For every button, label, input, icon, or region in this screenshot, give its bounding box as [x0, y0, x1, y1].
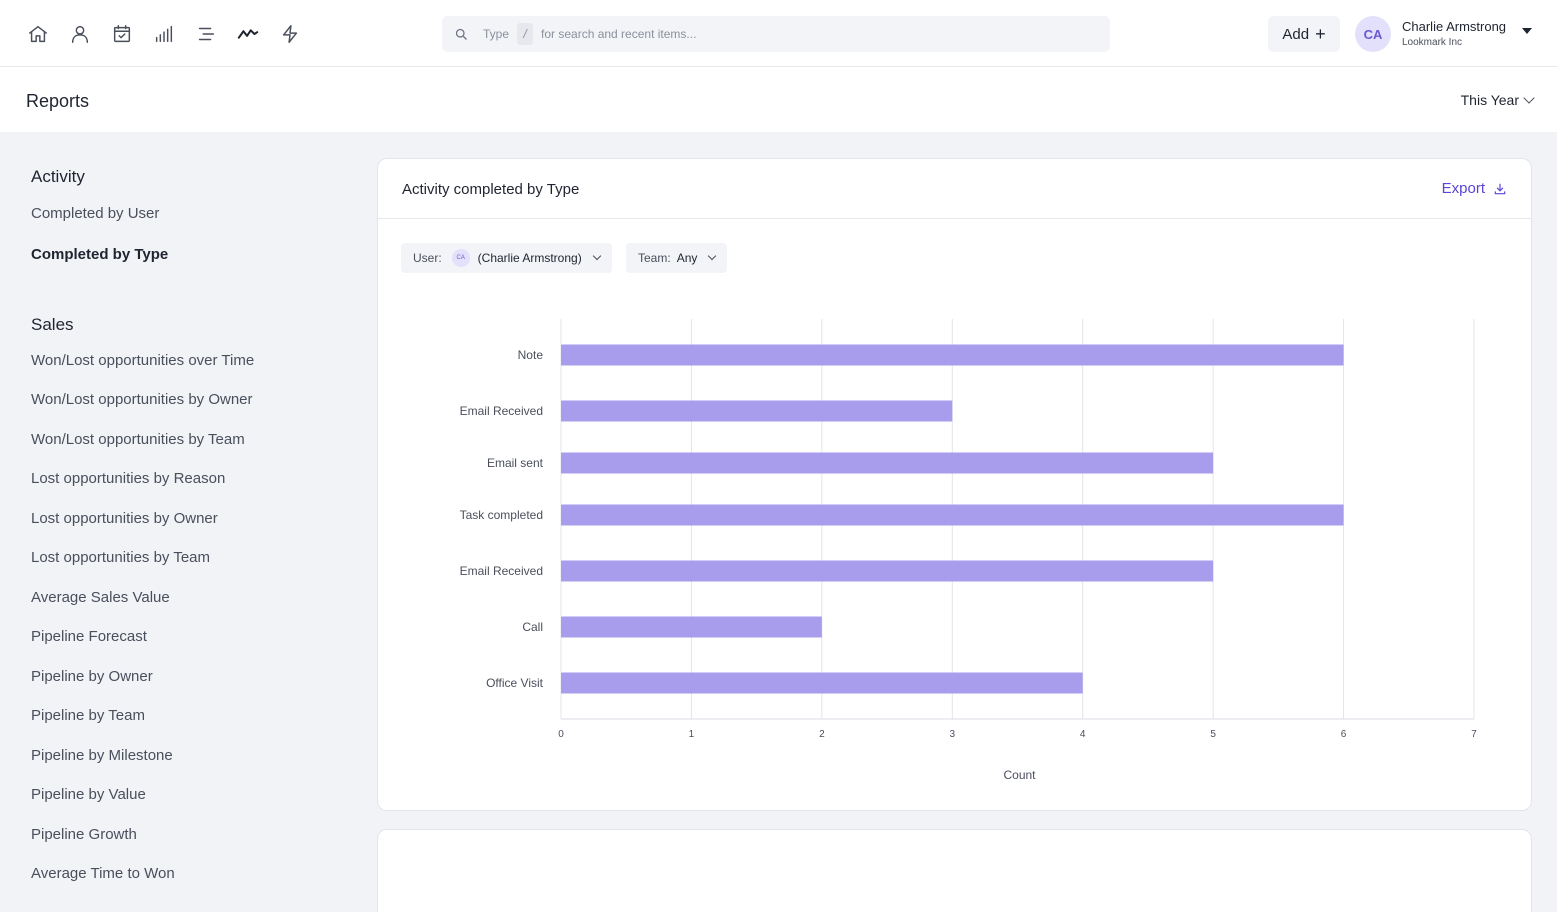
category-label: Call [522, 620, 543, 634]
period-select[interactable]: This Year [1460, 92, 1535, 108]
team-filter[interactable]: Team: Any [626, 243, 728, 273]
page-title: Reports [26, 91, 90, 111]
sidebar-item-sales[interactable]: Won/Lost opportunities by Owner [31, 391, 253, 408]
category-label: Email Received [460, 564, 543, 578]
signal-bars-icon[interactable] [148, 18, 180, 50]
user-filter-avatar: CA [451, 249, 470, 267]
page-header: Reports This Year [0, 67, 1557, 132]
search-prefix: Type [483, 27, 510, 41]
period-select-value: This Year [1460, 92, 1519, 108]
user-name[interactable]: Charlie Armstrong [1402, 19, 1507, 34]
user-menu-caret-icon[interactable] [1522, 28, 1532, 34]
report-card: Activity completed by Type Export User: … [377, 158, 1532, 811]
sidebar-item-sales[interactable]: Pipeline by Owner [31, 668, 153, 685]
sidebar-item-sales[interactable]: Lost opportunities by Owner [31, 510, 218, 527]
plus-icon: + [1315, 23, 1326, 44]
x-tick-label: 4 [1080, 729, 1086, 740]
x-tick-label: 5 [1210, 729, 1216, 740]
report-title: Activity completed by Type [402, 181, 580, 198]
download-icon [1494, 183, 1506, 194]
x-tick-label: 0 [558, 729, 564, 740]
bar [561, 504, 1344, 526]
category-label: Email Received [460, 404, 543, 418]
sidebar-item-sales[interactable]: Pipeline Growth [31, 826, 137, 843]
bar [561, 400, 953, 422]
user-filter-label: User: [413, 251, 442, 265]
chevron-down-icon [1523, 92, 1535, 104]
sidebar-item-sales[interactable]: Average Time to Won [31, 865, 175, 882]
bar [561, 672, 1083, 694]
user-org: Lookmark Inc [1402, 37, 1463, 48]
export-label: Export [1441, 180, 1485, 197]
bar [561, 344, 1344, 366]
add-button-label: Add [1282, 25, 1310, 43]
calendar-check-icon[interactable] [106, 18, 138, 50]
user-filter[interactable]: User: CA (Charlie Armstrong) [401, 243, 612, 273]
sidebar-item-sales[interactable]: Pipeline by Value [31, 786, 146, 803]
x-tick-label: 1 [689, 729, 695, 740]
team-filter-label: Team: [638, 251, 671, 265]
category-label: Email sent [487, 456, 544, 470]
lightning-icon[interactable] [274, 18, 306, 50]
top-bar: Type / for search and recent items... Ad… [0, 0, 1557, 67]
sidebar-item-sales[interactable]: Lost opportunities by Team [31, 549, 210, 566]
sidebar-item-sales[interactable]: Pipeline Forecast [31, 628, 147, 645]
x-tick-label: 7 [1471, 729, 1477, 740]
x-axis-title: Count [1003, 768, 1036, 782]
search-icon [455, 28, 467, 40]
x-tick-label: 6 [1341, 729, 1347, 740]
x-tick-label: 3 [950, 729, 956, 740]
search-placeholder: for search and recent items... [541, 27, 697, 41]
search-input[interactable]: Type / for search and recent items... [442, 16, 1110, 52]
sidebar-item-sales[interactable]: Won/Lost opportunities over Time [31, 352, 255, 369]
report-card-header: Activity completed by Type Export [378, 159, 1531, 219]
secondary-report-card [377, 829, 1532, 912]
nav-icons [22, 18, 306, 50]
align-menu-icon[interactable] [190, 18, 222, 50]
sidebar-item-sales[interactable]: Won/Lost opportunities by Team [31, 431, 245, 448]
export-button[interactable]: Export [1442, 180, 1507, 197]
user-icon[interactable] [64, 18, 96, 50]
activity-type-bar-chart: 0 1 2 3 4 5 6 7 Note Email Received Email sent Task… [460, 319, 1477, 782]
bar [561, 560, 1214, 582]
sidebar-item-completed-by-type[interactable]: Completed by Type [31, 246, 169, 263]
avatar[interactable]: CA [1355, 16, 1391, 52]
bar [561, 452, 1214, 474]
sidebar-section-activity: Activity [31, 167, 85, 186]
x-tick-label: 2 [819, 729, 825, 740]
home-icon[interactable] [22, 18, 54, 50]
sidebar-section-sales: Sales [31, 315, 74, 334]
bar [561, 616, 822, 638]
sidebar-item-sales[interactable]: Pipeline by Team [31, 707, 145, 724]
sidebar-item-sales[interactable]: Pipeline by Milestone [31, 747, 173, 764]
category-label: Note [518, 348, 544, 362]
sidebar-item-completed-by-user[interactable]: Completed by User [31, 205, 160, 222]
team-filter-value: Any [676, 251, 698, 265]
category-label: Task completed [460, 508, 543, 522]
chevron-down-icon [592, 251, 601, 261]
category-label: Office Visit [486, 676, 544, 690]
search-shortcut-key: / [517, 23, 534, 45]
sidebar-item-sales[interactable]: Lost opportunities by Reason [31, 470, 226, 487]
sidebar-item-sales[interactable]: Average Sales Value [31, 589, 170, 606]
user-filter-value: (Charlie Armstrong) [477, 251, 582, 265]
add-button[interactable]: Add + [1268, 16, 1340, 52]
chevron-down-icon [708, 251, 717, 261]
trend-line-icon[interactable] [232, 18, 264, 50]
